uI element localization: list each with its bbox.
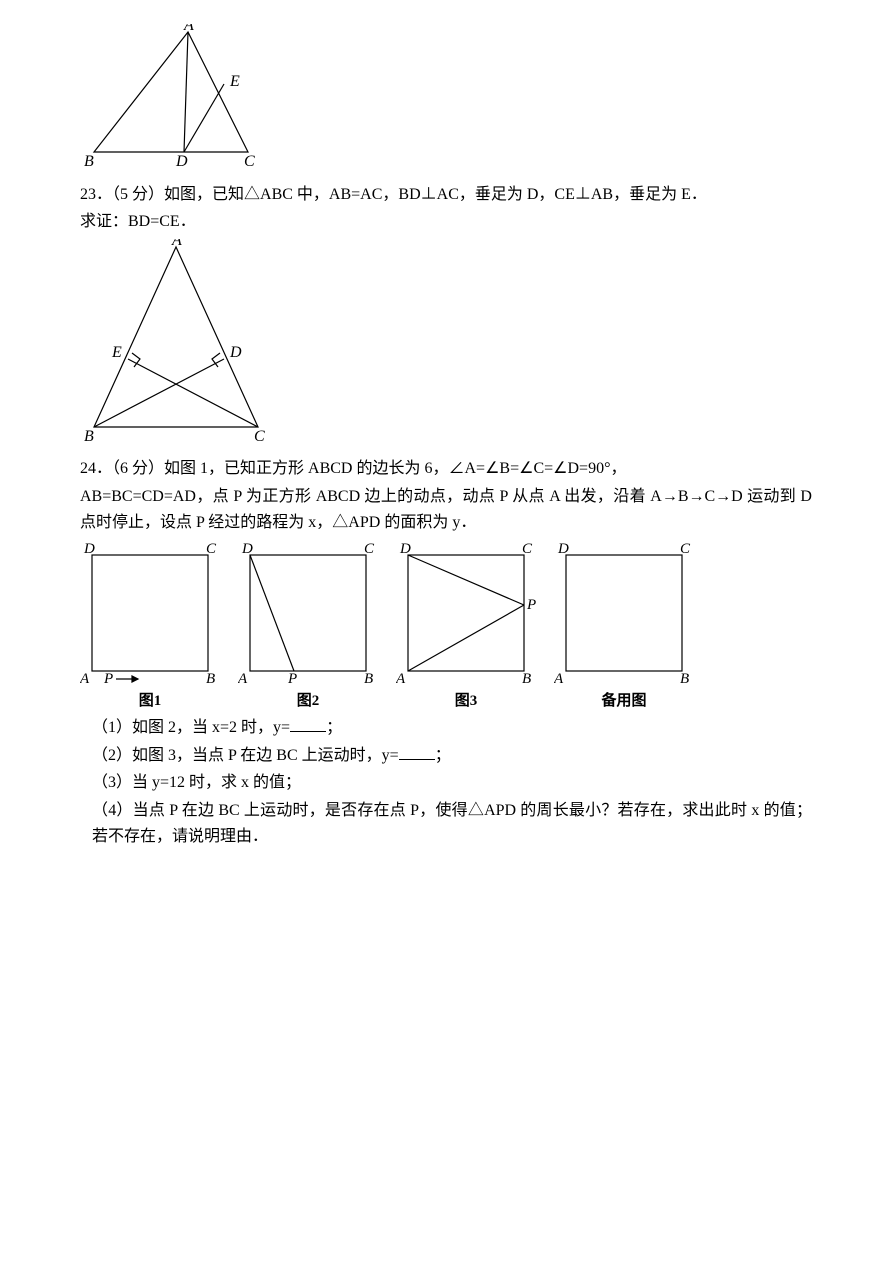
problem-24-sub1: （1）如图 2，当 x=2 时，y= ； [92,715,812,741]
label-E: E [229,73,240,90]
square-fig3-svg: D C A B P [396,543,536,683]
square-fig1-label: 图1 [139,689,162,713]
svg-text:C: C [206,543,217,557]
label-D: D [229,344,242,361]
square-fig4-label: 备用图 [601,689,646,713]
label-B: B [84,153,94,169]
square-fig4-svg: D C A B [554,543,694,683]
svg-text:D: D [399,543,411,557]
squares-row: D C A B P 图1 D C A [80,543,812,713]
square-fig3: D C A B P 图3 [396,543,536,713]
problem-24-points: （6 分） [112,460,164,477]
svg-text:B: B [364,671,373,683]
svg-text:P: P [103,671,113,683]
square-fig2-svg: D C A B P [238,543,378,683]
svg-text:P: P [526,597,536,613]
problem-24-line1: 24．（6 分）如图 1，已知正方形 ABCD 的边长为 6，∠A=∠B=∠C=… [80,456,812,482]
sub1-text: （1）如图 2，当 x=2 时，y= [92,719,290,736]
figure-22-svg: A B C D E [80,24,270,169]
svg-text:C: C [680,543,691,557]
svg-text:C: C [522,543,533,557]
svg-text:A: A [80,671,90,683]
label-A: A [171,239,182,249]
svg-text:A: A [238,671,248,683]
problem-24-body1: 如图 1，已知正方形 ABCD 的边长为 6，∠A=∠B=∠C=∠D=90°， [164,460,626,477]
sub3-text: （3）当 y=12 时，求 x 的值； [92,774,301,791]
figure-23-svg: A B C D E [80,239,280,444]
label-C: C [244,153,255,169]
square-fig2-label: 图2 [297,689,320,713]
svg-text:B: B [206,671,215,683]
label-A: A [183,24,194,34]
problem-24-body2: AB=BC=CD=AD，点 P 为正方形 ABCD 边上的动点，动点 P 从点 … [80,488,812,531]
problem-24-line2: AB=BC=CD=AD，点 P 为正方形 ABCD 边上的动点，动点 P 从点 … [80,484,812,535]
sub4-text: （4）当点 P 在边 BC 上运动时，是否存在点 P，使得△APD 的周长最小？… [92,802,812,845]
figure-23: A B C D E [80,239,812,453]
problem-23-body1: 如图，已知△ABC 中，AB=AC，BD⊥AC，垂足为 D，CE⊥AB，垂足为 … [164,186,707,203]
svg-text:C: C [364,543,375,557]
svg-text:D: D [83,543,95,557]
square-fig1: D C A B P 图1 [80,543,220,713]
square-fig3-label: 图3 [455,689,478,713]
label-B: B [84,428,94,444]
square-fig2: D C A B P 图2 [238,543,378,713]
problem-23-points: （5 分） [112,186,164,203]
problem-24-sub2: （2）如图 3，当点 P 在边 BC 上运动时，y= ； [92,743,812,769]
figure-22: A B C D E [80,24,812,178]
problem-23-body2: 求证：BD=CE． [80,213,196,230]
sub1-tail: ； [326,719,342,736]
sub2-tail: ； [435,747,451,764]
problem-24-sub3: （3）当 y=12 时，求 x 的值； [92,770,812,796]
blank-2 [399,744,435,760]
square-fig4: D C A B 备用图 [554,543,694,713]
sub2-text: （2）如图 3，当点 P 在边 BC 上运动时，y= [92,747,399,764]
problem-23-line2: 求证：BD=CE． [80,209,812,235]
svg-text:A: A [554,671,564,683]
problem-24-sub4: （4）当点 P 在边 BC 上运动时，是否存在点 P，使得△APD 的周长最小？… [92,798,812,849]
svg-text:A: A [396,671,406,683]
label-C: C [254,428,265,444]
svg-text:D: D [241,543,253,557]
problem-23-line1: 23．（5 分）如图，已知△ABC 中，AB=AC，BD⊥AC，垂足为 D，CE… [80,182,812,208]
label-E: E [111,344,122,361]
problem-23-number: 23． [80,186,112,203]
svg-text:B: B [680,671,689,683]
square-fig1-svg: D C A B P [80,543,220,683]
svg-text:P: P [287,671,297,683]
svg-text:D: D [557,543,569,557]
svg-text:B: B [522,671,531,683]
problem-24-number: 24． [80,460,112,477]
label-D: D [175,153,188,169]
blank-1 [290,716,326,732]
